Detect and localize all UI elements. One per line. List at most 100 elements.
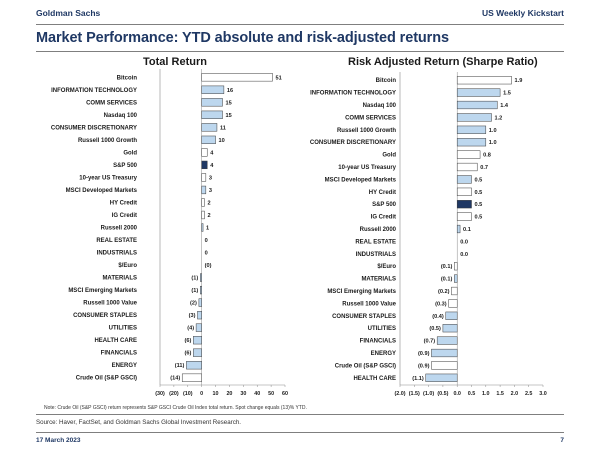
x-tick-label: 40: [254, 391, 260, 397]
footer-date: 17 March 2023: [36, 437, 81, 444]
category-label: HY Credit: [369, 190, 396, 196]
value-label: 0.5: [475, 177, 483, 183]
value-label: (6): [184, 351, 191, 357]
category-label: MSCI Developed Markets: [66, 188, 138, 194]
x-tick-label: 20: [226, 391, 232, 397]
category-label: $/Euro: [377, 264, 396, 270]
value-label: (11): [175, 363, 185, 369]
category-label: INFORMATION TECHNOLOGY: [310, 91, 396, 97]
category-label: CONSUMER STAPLES: [73, 313, 137, 319]
bar-russell-2000: [201, 223, 204, 232]
x-tick-label: 0.5: [468, 391, 476, 397]
category-label: MSCI Emerging Markets: [327, 289, 396, 295]
value-label: 0: [205, 238, 208, 244]
bar-nasdaq-100: [456, 100, 498, 110]
value-label: (4): [187, 326, 194, 332]
x-tick-label: 10: [213, 391, 219, 397]
bar-s-p-500: [456, 200, 472, 209]
category-label: HY Credit: [110, 200, 137, 206]
category-label: Bitcoin: [117, 75, 138, 81]
source-rule: [36, 414, 564, 415]
report-name: US Weekly Kickstart: [481, 8, 564, 18]
category-label: INDUSTRIALS: [97, 251, 137, 257]
value-label: 1.0: [489, 140, 497, 146]
bar-health-care: [425, 373, 458, 382]
value-label: 11: [220, 125, 226, 131]
value-label: 3: [209, 188, 212, 194]
x-tick-label: 2.5: [525, 391, 533, 397]
value-label: 0.0: [460, 252, 468, 258]
category-label: $/Euro: [118, 263, 137, 269]
source-text: Source: Haver, FactSet, and Goldman Sach…: [36, 419, 241, 426]
category-label: UTILITIES: [368, 326, 396, 332]
bar-energy: [186, 361, 202, 370]
x-tick-label: 1.0: [482, 391, 490, 397]
bar-msci-developed-markets: [201, 185, 207, 195]
header-rule: [36, 24, 564, 25]
x-tick-label: 30: [240, 391, 246, 397]
category-label: MSCI Developed Markets: [325, 177, 397, 183]
chart-note: Note: Crude Oil (S&P GSCI) return repres…: [44, 405, 307, 411]
value-label: (3): [189, 313, 196, 319]
page-header: Goldman Sachs US Weekly Kickstart: [0, 0, 600, 26]
category-label: REAL ESTATE: [355, 239, 396, 245]
bar-crude-oil-s-p-gsci: [431, 361, 458, 370]
value-label: 4: [210, 163, 214, 169]
x-tick-label: 50: [268, 391, 274, 397]
x-tick-label: 60: [282, 391, 288, 397]
bar-financials: [193, 348, 202, 357]
page-title: Market Performance: YTD absolute and ris…: [36, 30, 449, 46]
bar-nasdaq-100: [201, 110, 223, 119]
bar-s-p-500: [201, 160, 208, 170]
category-label: Russell 2000: [360, 227, 397, 233]
bar-russell-1000-value: [448, 299, 458, 308]
value-label: (0.7): [424, 339, 436, 345]
page-number: 7: [560, 437, 564, 444]
footer-rule: [36, 432, 564, 433]
bar-information-technology: [456, 88, 501, 97]
category-label: INDUSTRIALS: [356, 252, 396, 258]
bar-ig-credit: [201, 210, 205, 220]
category-label: Nasdaq 100: [363, 103, 397, 109]
bar-10-year-us-treasury: [456, 162, 478, 172]
category-label: Gold: [123, 150, 137, 156]
bar-russell-1000-growth: [201, 135, 216, 144]
x-tick-label: 3.0: [539, 391, 547, 397]
value-label: 2: [207, 200, 210, 206]
value-label: 1.0: [489, 128, 497, 134]
bar-consumer-discretionary: [201, 123, 218, 132]
value-label: (2): [190, 301, 197, 307]
category-label: Russell 1000 Value: [342, 301, 396, 307]
value-label: (1.1): [412, 376, 424, 382]
value-label: 0.8: [483, 153, 491, 159]
category-label: INFORMATION TECHNOLOGY: [51, 88, 137, 94]
value-label: (0): [205, 263, 212, 269]
bar-utilities: [195, 323, 202, 332]
value-label: (0.1): [441, 277, 453, 283]
category-label: MATERIALS: [102, 276, 137, 282]
value-label: 3: [209, 175, 212, 181]
x-tick-label: (20): [169, 391, 179, 397]
bar-financials: [436, 336, 458, 345]
bar-utilities: [442, 324, 458, 333]
category-label: Nasdaq 100: [104, 113, 138, 119]
value-label: 16: [227, 88, 233, 94]
category-label: FINANCIALS: [360, 339, 396, 345]
value-label: 4: [210, 150, 214, 156]
x-tick-label: (30): [155, 391, 165, 397]
value-label: (14): [170, 376, 180, 382]
value-label: (0.2): [438, 289, 450, 295]
bar-hy-credit: [456, 187, 472, 196]
category-label: MSCI Emerging Markets: [68, 288, 137, 294]
x-tick-label: 0.0: [453, 391, 461, 397]
bar-consumer-staples: [197, 311, 202, 320]
x-tick-label: (0.5): [437, 391, 448, 397]
value-label: 2: [207, 213, 210, 219]
value-label: (0.9): [418, 363, 430, 369]
category-label: 10-year US Treasury: [338, 165, 396, 171]
value-label: (0.5): [429, 326, 441, 332]
category-label: REAL ESTATE: [96, 238, 137, 244]
value-label: 1.4: [500, 103, 509, 109]
x-tick-label: (1.5): [409, 391, 420, 397]
bar-gold: [456, 150, 481, 159]
